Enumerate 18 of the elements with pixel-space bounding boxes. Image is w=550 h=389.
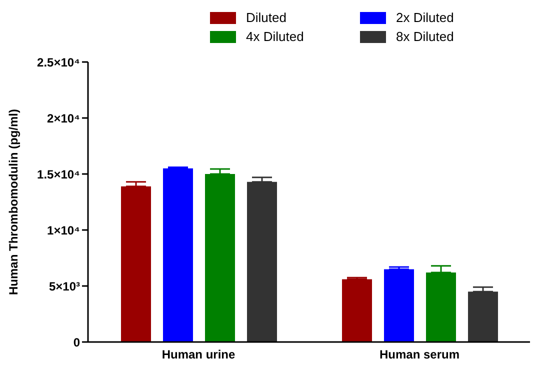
- bar: [247, 182, 277, 342]
- legend-label: 8x Diluted: [396, 29, 454, 44]
- x-tick-label: Human urine: [162, 348, 236, 362]
- bar: [163, 168, 193, 342]
- y-tick-label: 0: [73, 335, 80, 350]
- legend-label: Diluted: [246, 10, 286, 25]
- legend-label: 2x Diluted: [396, 10, 454, 25]
- legend-label: 4x Diluted: [246, 29, 304, 44]
- y-axis-title: Human Thrombomodulin (pg/ml): [6, 109, 20, 295]
- x-tick-label: Human serum: [379, 348, 460, 362]
- bar: [342, 279, 372, 342]
- y-tick-label: 1.5×10⁴: [37, 167, 80, 182]
- bar: [384, 269, 414, 342]
- y-tick-label: 5×10³: [48, 279, 80, 294]
- y-tick-label: 1×10⁴: [47, 223, 80, 238]
- y-tick-label: 2×10⁴: [47, 111, 80, 126]
- bar: [121, 186, 151, 342]
- y-tick-label: 2.5×10⁴: [37, 55, 80, 70]
